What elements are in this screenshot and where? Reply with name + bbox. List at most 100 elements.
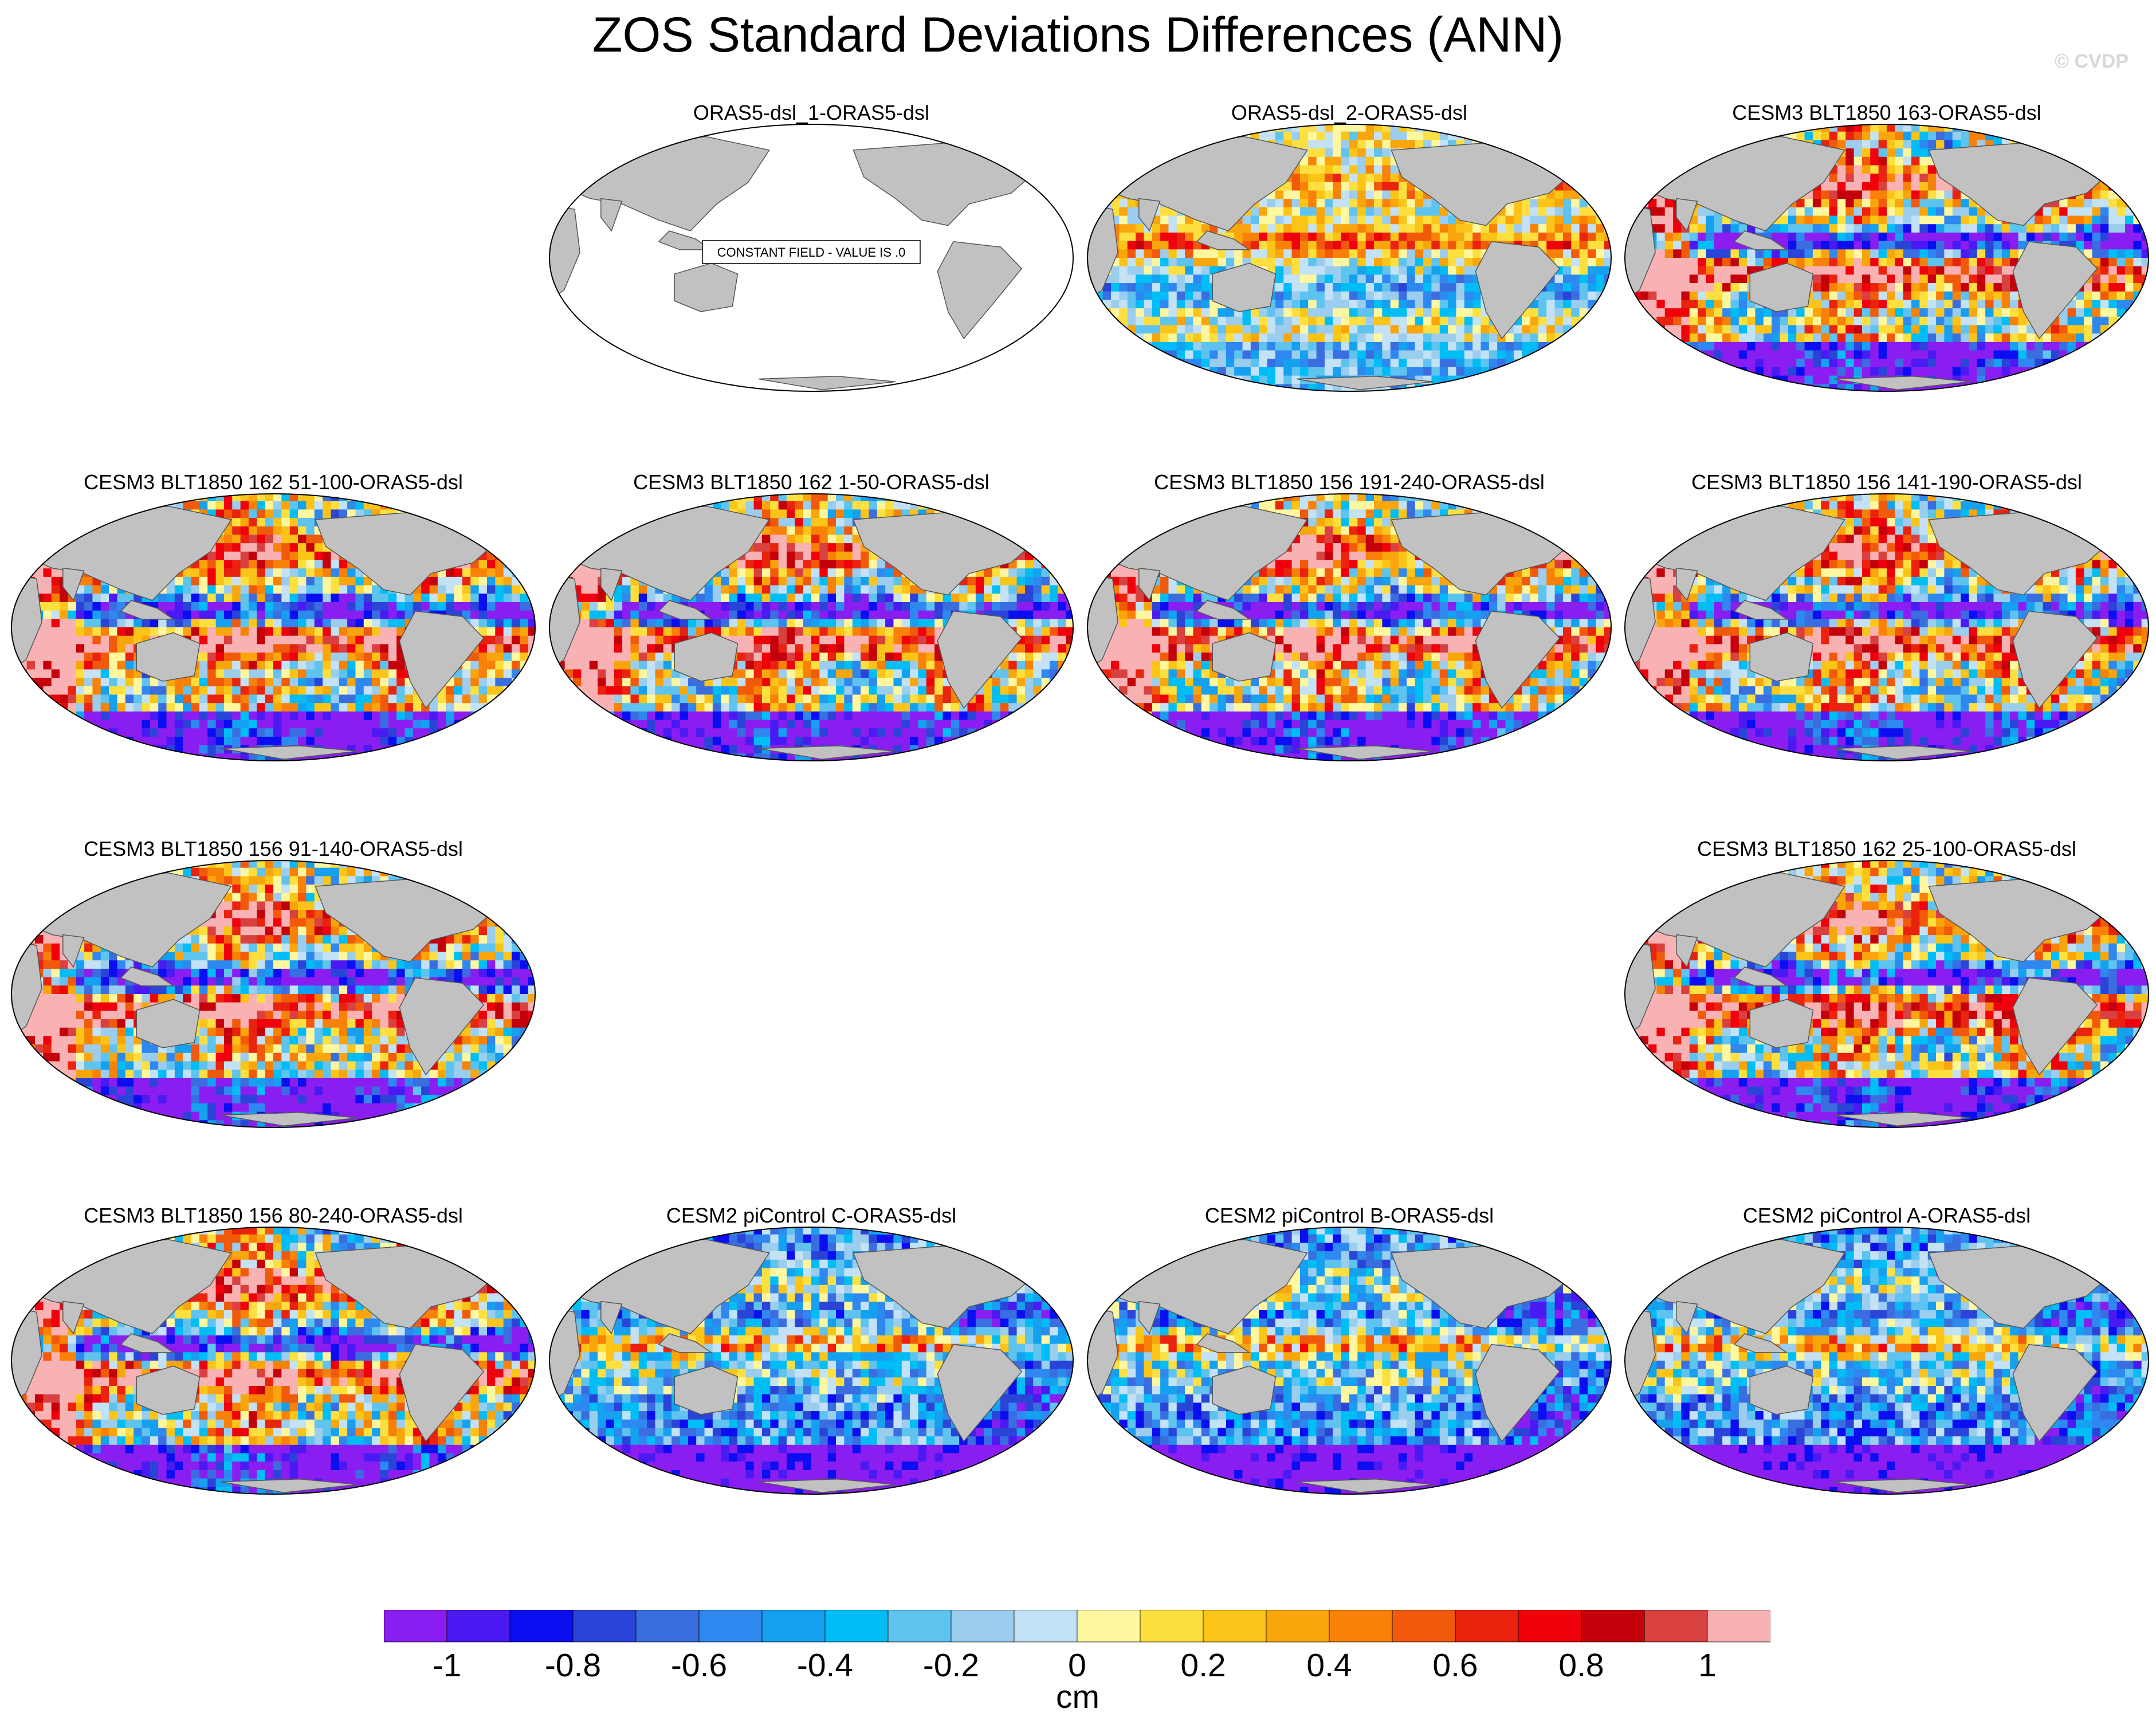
- field-cell: [2059, 333, 2068, 343]
- constant-field-label: CONSTANT FIELD - VALUE IS .0: [717, 245, 906, 260]
- field-cell: [1571, 375, 1580, 384]
- field-cell: [1895, 283, 1904, 292]
- field-cell: [1308, 207, 1317, 217]
- field-cell: [60, 535, 68, 544]
- field-cell: [1390, 359, 1399, 368]
- field-cell: [1144, 156, 1153, 166]
- field-cell: [1546, 367, 1556, 376]
- field-cell: [1448, 325, 1457, 334]
- field-cell: [1522, 148, 1531, 158]
- field-cell: [2092, 215, 2101, 225]
- field-cell: [1656, 140, 1666, 149]
- field-cell: [2133, 350, 2142, 359]
- field-cell: [1571, 274, 1580, 284]
- field-cell: [1275, 300, 1284, 309]
- field-cell: [429, 509, 438, 518]
- field-cell: [2108, 131, 2118, 140]
- field-cell: [1250, 249, 1259, 258]
- field-cell: [1571, 174, 1580, 183]
- field-cell: [1505, 232, 1514, 242]
- field-cell: [1812, 124, 1821, 132]
- field-cell: [528, 576, 535, 586]
- field-cell: [1993, 224, 2002, 233]
- field-cell: [1283, 308, 1293, 317]
- field-cell: [323, 509, 331, 518]
- field-cell: [1136, 148, 1144, 158]
- field-cell: [2084, 140, 2093, 149]
- field-cell: [486, 494, 496, 502]
- field-cell: [1324, 224, 1333, 233]
- field-cell: [1985, 384, 1994, 391]
- field-cell: [1689, 249, 1698, 258]
- field-cell: [1625, 350, 1632, 359]
- field-cell: [1571, 215, 1580, 225]
- field-cell: [1870, 359, 1879, 368]
- field-cell: [1969, 266, 1978, 275]
- field-cell: [1862, 283, 1871, 292]
- field-cell: [1324, 249, 1333, 258]
- field-cell: [232, 560, 241, 569]
- field-cell: [1456, 249, 1465, 258]
- field-cell: [1415, 258, 1424, 267]
- field-cell: [1919, 148, 1929, 158]
- field-cell: [1497, 341, 1506, 351]
- field-cell: [2026, 375, 2035, 384]
- field-cell: [1698, 291, 1707, 301]
- field-cell: [1316, 316, 1325, 326]
- field-cell: [1722, 232, 1731, 242]
- field-cell: [215, 576, 225, 586]
- field-cell: [2108, 249, 2118, 258]
- field-cell: [183, 568, 192, 577]
- field-cell: [1812, 224, 1821, 233]
- field-cell: [347, 585, 356, 594]
- field-cell: [503, 526, 512, 536]
- field-cell: [1604, 375, 1611, 384]
- field-cell: [215, 509, 225, 518]
- field-cell: [1919, 300, 1929, 309]
- field-cell: [486, 594, 496, 603]
- field-cell: [1554, 300, 1564, 309]
- field-cell: [1365, 190, 1375, 199]
- field-cell: [1390, 325, 1399, 334]
- field-cell: [1152, 375, 1161, 384]
- field-cell: [1094, 316, 1103, 326]
- field-cell: [1587, 333, 1596, 343]
- field-cell: [1698, 333, 1707, 343]
- field-cell: [1853, 341, 1863, 351]
- field-cell: [1681, 131, 1690, 140]
- field-cell: [1185, 140, 1194, 149]
- field-cell: [11, 560, 19, 569]
- field-cell: [1407, 266, 1416, 275]
- field-cell: [1472, 316, 1482, 326]
- field-cell: [1596, 224, 1605, 233]
- field-cell: [273, 543, 282, 552]
- field-cell: [1431, 232, 1440, 242]
- field-cell: [2084, 308, 2093, 317]
- field-cell: [125, 501, 134, 510]
- field-cell: [1267, 341, 1276, 351]
- field-cell: [92, 585, 101, 594]
- field-cell: [1681, 359, 1690, 368]
- field-cell: [1656, 316, 1666, 326]
- field-cell: [1648, 182, 1657, 191]
- field-cell: [1423, 367, 1432, 376]
- field-cell: [1969, 359, 1978, 368]
- field-cell: [1681, 241, 1690, 250]
- field-cell: [223, 568, 233, 577]
- field-cell: [1390, 232, 1399, 242]
- field-cell: [1299, 124, 1309, 132]
- field-cell: [1546, 308, 1556, 317]
- field-cell: [1127, 258, 1136, 267]
- field-cell: [1250, 333, 1259, 343]
- field-cell: [1160, 207, 1169, 217]
- field-cell: [1952, 232, 1961, 242]
- field-cell: [1168, 291, 1177, 301]
- field-cell: [1087, 207, 1095, 217]
- field-cell: [1936, 207, 1945, 217]
- field-cell: [68, 501, 77, 510]
- field-cell: [478, 585, 488, 594]
- field-cell: [1489, 232, 1498, 242]
- field-cell: [1316, 215, 1325, 225]
- field-cell: [1538, 131, 1547, 140]
- field-cell: [1664, 283, 1674, 292]
